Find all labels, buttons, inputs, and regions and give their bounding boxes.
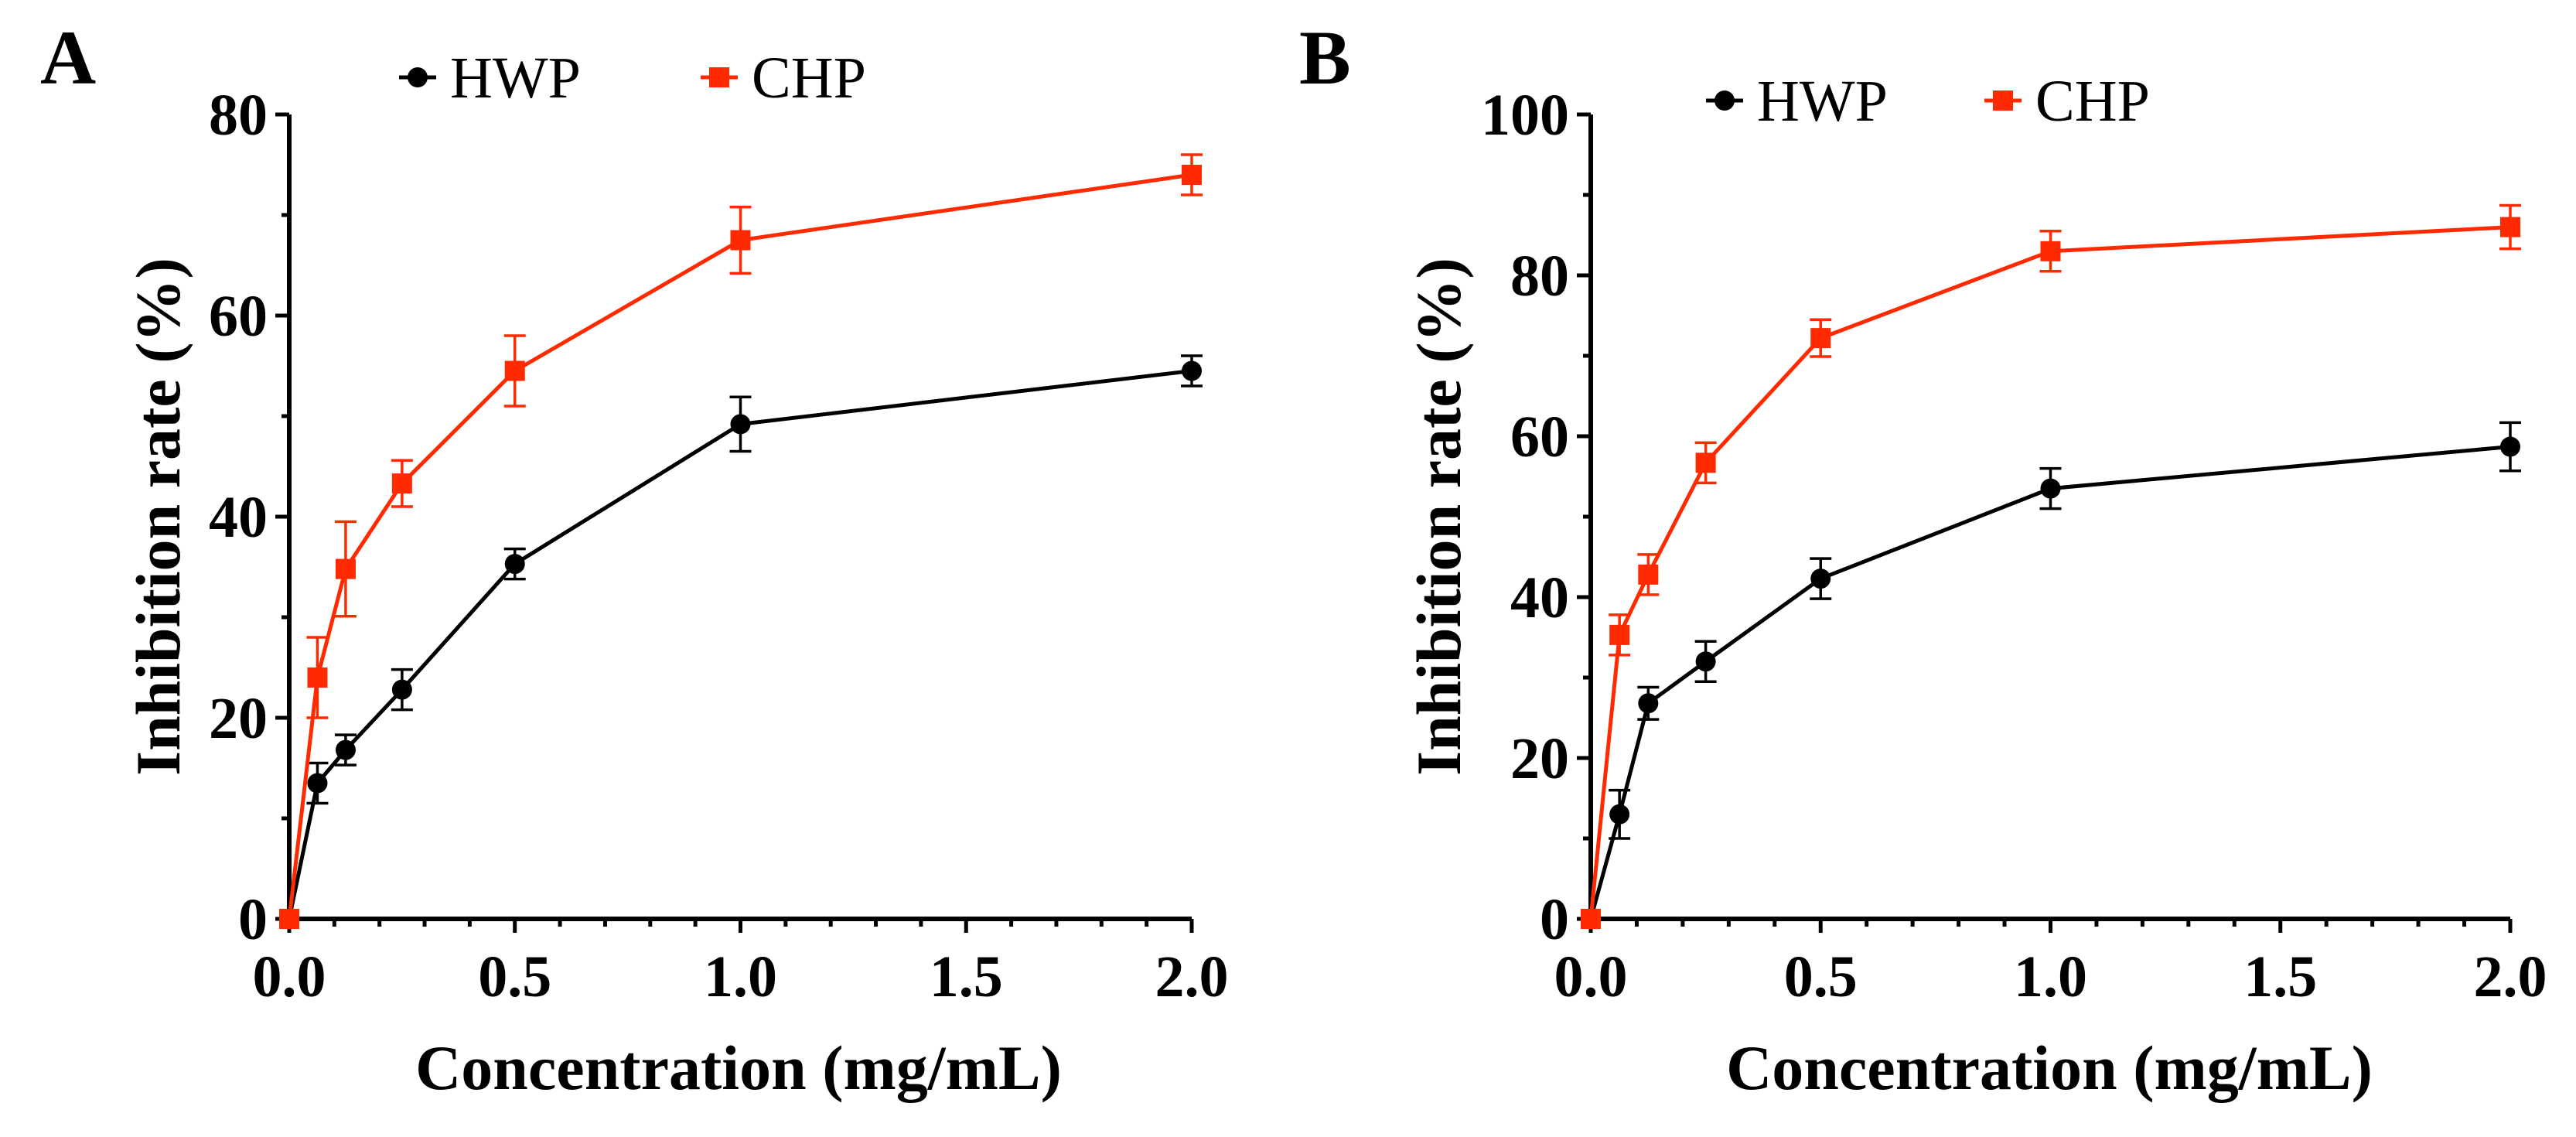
panel-a-hwp-point (1182, 360, 1202, 381)
panel-a-x-tick-label: 1.0 (704, 944, 777, 1009)
panel-b-hwp-point (1810, 568, 1831, 589)
panel-letter-b: B (1299, 15, 1351, 101)
panel-b-legend-marker-chp (1993, 90, 2013, 111)
panel-a-legend-marker-hwp (408, 67, 428, 87)
panel-b-legend-label-hwp: HWP (1757, 69, 1888, 134)
panel-a-y-tick-label: 80 (209, 83, 268, 148)
panel-a-chp-point (391, 473, 412, 494)
panel-b-chp-point (2040, 241, 2061, 261)
panel-a-chp-series (279, 153, 1203, 929)
panel-a-chp-point (307, 668, 328, 688)
panel-a-legend-label-hwp: HWP (450, 46, 581, 111)
panel-b-chp-point (1695, 452, 1716, 473)
panel-b-hwp-point (1609, 804, 1630, 825)
panel-a-y-tick-label: 40 (209, 485, 268, 550)
panel-a-chp-point (335, 558, 356, 579)
panel-b-ticks: 0 20 40 60 80 100 0.0 0.5 1.0 1.5 2.0 (1481, 83, 2547, 1009)
panel-b-legend-label-chp: CHP (2035, 69, 2150, 134)
panel-a-x-tick-label: 0.5 (478, 944, 551, 1009)
panel-a-chp-point (504, 360, 525, 381)
panel-b-y-tick-label: 20 (1510, 726, 1569, 791)
panel-b-chp-point (1638, 564, 1659, 585)
panel-b-hwp-line (1588, 445, 2511, 920)
panel-b-y-tick-label: 0 (1540, 887, 1569, 952)
panel-b-chp-point (1810, 328, 1831, 349)
panel-a-chp-point (1182, 165, 1202, 185)
panel-b-x-tick-label: 2.0 (2474, 944, 2547, 1009)
panel-a-hwp-line (287, 369, 1192, 920)
panel-b: B Concentration (mg/mL) Inhibition rate … (1299, 15, 2547, 1103)
panel-b-x-tick-label: 1.5 (2243, 944, 2317, 1009)
panel-b-x-tick-label: 0.0 (1554, 944, 1628, 1009)
panel-b-y-tick-label: 60 (1510, 405, 1569, 469)
panel-a: A Concentration (mg/mL) Inhibition rate … (40, 15, 1229, 1103)
panel-a-legend-marker-chp (709, 67, 729, 87)
panel-a-chp-point (279, 909, 299, 929)
panel-b-y-axis-title: Inhibition rate (%) (1404, 258, 1474, 776)
panel-a-x-axis-title: Concentration (mg/mL) (415, 1033, 1062, 1103)
panel-b-chp-point (1581, 909, 1601, 929)
panel-a-hwp-point (391, 679, 412, 700)
panel-b-chp-point (1609, 624, 1630, 645)
panel-a-hwp-point (335, 739, 356, 760)
panel-b-chp-line (1588, 225, 2511, 920)
panel-b-series (1581, 203, 2521, 929)
panel-a-hwp-point (307, 773, 328, 794)
panel-b-hwp-point (1638, 693, 1659, 714)
panel-a-chp-point (730, 230, 751, 251)
panel-b-chp-point (2500, 217, 2520, 237)
panel-a-series (279, 153, 1203, 929)
panel-a-hwp-point (730, 414, 751, 435)
panel-a-hwp-point (504, 554, 525, 575)
panel-a-x-tick-label: 2.0 (1155, 944, 1229, 1009)
panel-b-hwp-series (1581, 421, 2521, 929)
panel-a-y-axis-title: Inhibition rate (%) (123, 258, 193, 776)
panel-a-legend-label-chp: CHP (752, 46, 866, 111)
panel-a-x-tick-label: 1.5 (930, 944, 1003, 1009)
panel-b-legend-marker-hwp (1714, 90, 1735, 111)
panel-b-y-tick-label: 40 (1510, 565, 1569, 630)
panel-b-x-tick-label: 0.5 (1784, 944, 1858, 1009)
panel-b-y-tick-label: 100 (1481, 83, 1569, 148)
panel-b-hwp-point (2040, 478, 2061, 499)
panel-a-x-tick-label: 0.0 (253, 944, 326, 1009)
panel-b-x-axis-title: Concentration (mg/mL) (1726, 1033, 2373, 1103)
panel-a-hwp-series (279, 354, 1203, 929)
panel-b-hwp-point (1695, 651, 1716, 672)
panel-a-ticks: 0 20 40 60 80 0.0 0.5 1.0 1.5 2.0 (209, 83, 1229, 1009)
panel-a-legend: HWP CHP (399, 46, 866, 111)
panel-letter-a: A (40, 15, 96, 101)
panel-b-hwp-point (2500, 436, 2520, 457)
panel-a-y-tick-label: 60 (209, 284, 268, 349)
panel-b-legend: HWP CHP (1706, 69, 2150, 134)
panel-b-y-tick-label: 80 (1510, 244, 1569, 309)
panel-a-y-tick-label: 0 (238, 887, 268, 952)
panel-a-y-tick-label: 20 (209, 686, 268, 751)
panel-b-chp-series (1581, 203, 2521, 929)
panel-a-chp-line (287, 172, 1192, 920)
panel-b-x-tick-label: 1.0 (2014, 944, 2087, 1009)
